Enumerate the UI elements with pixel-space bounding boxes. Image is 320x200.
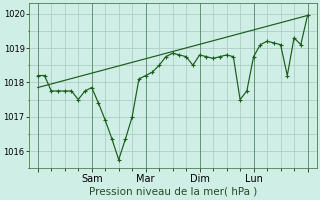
X-axis label: Pression niveau de la mer( hPa ): Pression niveau de la mer( hPa ) [89,187,257,197]
